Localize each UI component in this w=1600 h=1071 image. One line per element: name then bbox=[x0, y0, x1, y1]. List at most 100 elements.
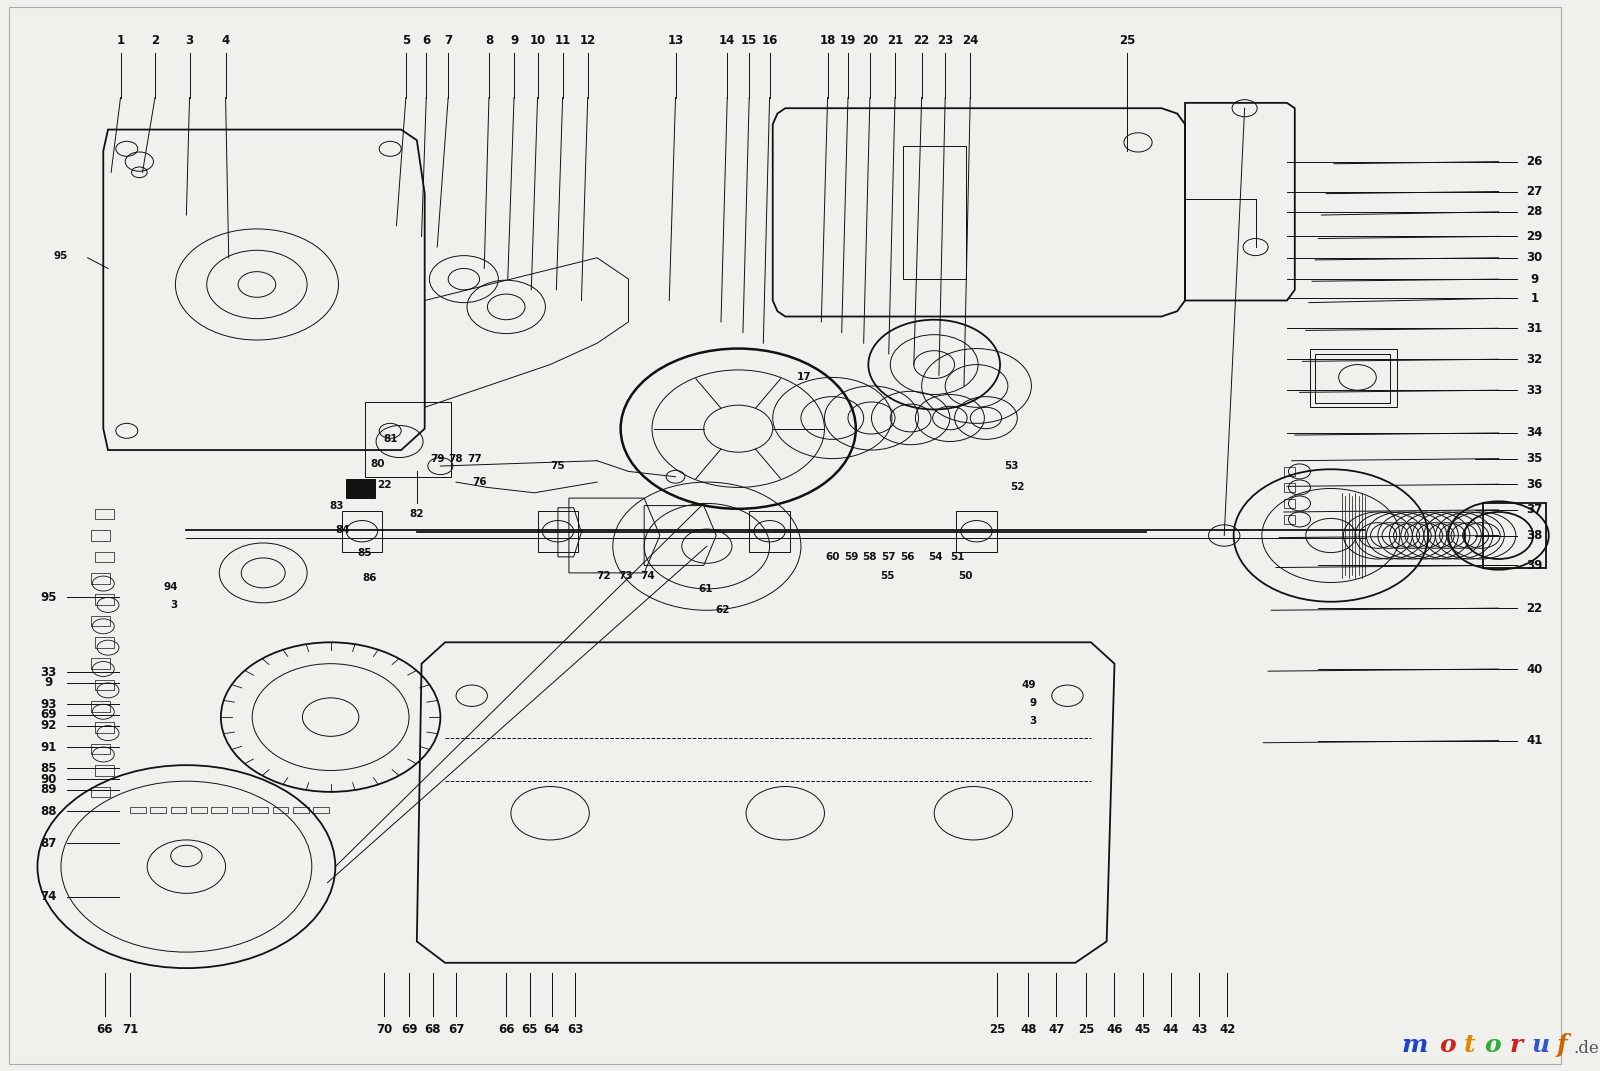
Bar bbox=[538, 511, 578, 552]
Text: 2: 2 bbox=[150, 34, 158, 47]
Bar bbox=[91, 573, 109, 584]
Bar bbox=[232, 806, 248, 813]
Bar bbox=[91, 743, 109, 754]
Bar bbox=[130, 806, 146, 813]
Text: 27: 27 bbox=[1526, 185, 1542, 198]
Text: 41: 41 bbox=[1526, 734, 1542, 748]
Text: 91: 91 bbox=[40, 740, 56, 754]
Text: 43: 43 bbox=[1190, 1023, 1208, 1036]
Text: 20: 20 bbox=[862, 34, 878, 47]
Bar bbox=[346, 479, 374, 498]
Text: m: m bbox=[1402, 1032, 1427, 1057]
Text: 9: 9 bbox=[1029, 698, 1037, 708]
Text: 85: 85 bbox=[358, 547, 373, 558]
Bar bbox=[365, 402, 451, 477]
Text: 77: 77 bbox=[467, 454, 482, 464]
Text: 25: 25 bbox=[1078, 1023, 1094, 1036]
Text: u: u bbox=[1531, 1032, 1550, 1057]
Text: 74: 74 bbox=[40, 890, 56, 903]
Text: 64: 64 bbox=[544, 1023, 560, 1036]
Text: 22: 22 bbox=[376, 480, 390, 491]
Text: 95: 95 bbox=[40, 591, 56, 604]
Text: 11: 11 bbox=[555, 34, 571, 47]
Text: 52: 52 bbox=[1010, 482, 1024, 493]
Text: 67: 67 bbox=[448, 1023, 464, 1036]
Text: 69: 69 bbox=[400, 1023, 418, 1036]
Text: 60: 60 bbox=[826, 552, 840, 562]
Text: 56: 56 bbox=[901, 552, 915, 562]
Text: o: o bbox=[1438, 1032, 1456, 1057]
Text: 81: 81 bbox=[382, 435, 397, 444]
Text: 80: 80 bbox=[370, 459, 386, 469]
Text: 12: 12 bbox=[579, 34, 595, 47]
Text: 34: 34 bbox=[1526, 426, 1542, 439]
Text: 23: 23 bbox=[938, 34, 954, 47]
Bar bbox=[96, 594, 114, 605]
Bar bbox=[341, 511, 382, 552]
Text: 58: 58 bbox=[862, 552, 877, 562]
Text: 94: 94 bbox=[163, 582, 178, 592]
Text: 59: 59 bbox=[843, 552, 858, 562]
Text: 16: 16 bbox=[762, 34, 778, 47]
Text: 28: 28 bbox=[1526, 206, 1542, 218]
Text: 55: 55 bbox=[880, 571, 894, 582]
Text: 3: 3 bbox=[170, 600, 178, 609]
Text: 25: 25 bbox=[1118, 34, 1136, 47]
Text: 49: 49 bbox=[1021, 680, 1035, 690]
Text: 33: 33 bbox=[1526, 383, 1542, 396]
Text: 48: 48 bbox=[1021, 1023, 1037, 1036]
Text: 87: 87 bbox=[40, 836, 56, 849]
Bar bbox=[150, 806, 166, 813]
Text: 70: 70 bbox=[376, 1023, 392, 1036]
Text: 9: 9 bbox=[1531, 273, 1539, 286]
Text: 39: 39 bbox=[1526, 559, 1542, 572]
Text: 30: 30 bbox=[1526, 252, 1542, 265]
Text: 66: 66 bbox=[96, 1023, 114, 1036]
Bar bbox=[293, 806, 309, 813]
Text: 13: 13 bbox=[667, 34, 683, 47]
Bar bbox=[314, 806, 330, 813]
Text: 26: 26 bbox=[1526, 155, 1542, 168]
Text: 93: 93 bbox=[40, 698, 56, 711]
Text: 95: 95 bbox=[54, 251, 69, 260]
Text: 69: 69 bbox=[40, 708, 56, 722]
Bar bbox=[96, 680, 114, 691]
Text: 54: 54 bbox=[928, 552, 942, 562]
Text: 37: 37 bbox=[1526, 503, 1542, 516]
Text: 65: 65 bbox=[522, 1023, 538, 1036]
Bar bbox=[96, 765, 114, 775]
Text: 50: 50 bbox=[958, 571, 973, 582]
Text: 3: 3 bbox=[1029, 716, 1037, 726]
Text: 33: 33 bbox=[40, 666, 56, 679]
Text: 90: 90 bbox=[40, 772, 56, 785]
Text: 71: 71 bbox=[122, 1023, 138, 1036]
Text: o: o bbox=[1485, 1032, 1501, 1057]
Text: 25: 25 bbox=[989, 1023, 1005, 1036]
Text: 84: 84 bbox=[336, 525, 350, 536]
Bar bbox=[96, 637, 114, 648]
Text: 66: 66 bbox=[498, 1023, 515, 1036]
Text: 38: 38 bbox=[1526, 529, 1542, 542]
Text: 57: 57 bbox=[882, 552, 896, 562]
Text: 29: 29 bbox=[1526, 230, 1542, 243]
Text: 6: 6 bbox=[422, 34, 430, 47]
Bar bbox=[211, 806, 227, 813]
Text: 51: 51 bbox=[950, 552, 965, 562]
Text: 5: 5 bbox=[402, 34, 410, 47]
Text: 85: 85 bbox=[40, 761, 56, 775]
Bar bbox=[1283, 499, 1294, 508]
Text: 79: 79 bbox=[430, 454, 445, 464]
Text: 22: 22 bbox=[914, 34, 930, 47]
Text: 89: 89 bbox=[40, 783, 56, 796]
Bar bbox=[1315, 353, 1390, 403]
Bar bbox=[1283, 515, 1294, 524]
Text: 24: 24 bbox=[962, 34, 979, 47]
Text: 63: 63 bbox=[566, 1023, 584, 1036]
Text: 22: 22 bbox=[1526, 602, 1542, 615]
Text: t: t bbox=[1464, 1032, 1475, 1057]
Bar bbox=[1283, 467, 1294, 476]
Text: 68: 68 bbox=[424, 1023, 440, 1036]
Bar bbox=[91, 616, 109, 627]
Text: 35: 35 bbox=[1526, 452, 1542, 465]
Text: 83: 83 bbox=[330, 500, 344, 511]
